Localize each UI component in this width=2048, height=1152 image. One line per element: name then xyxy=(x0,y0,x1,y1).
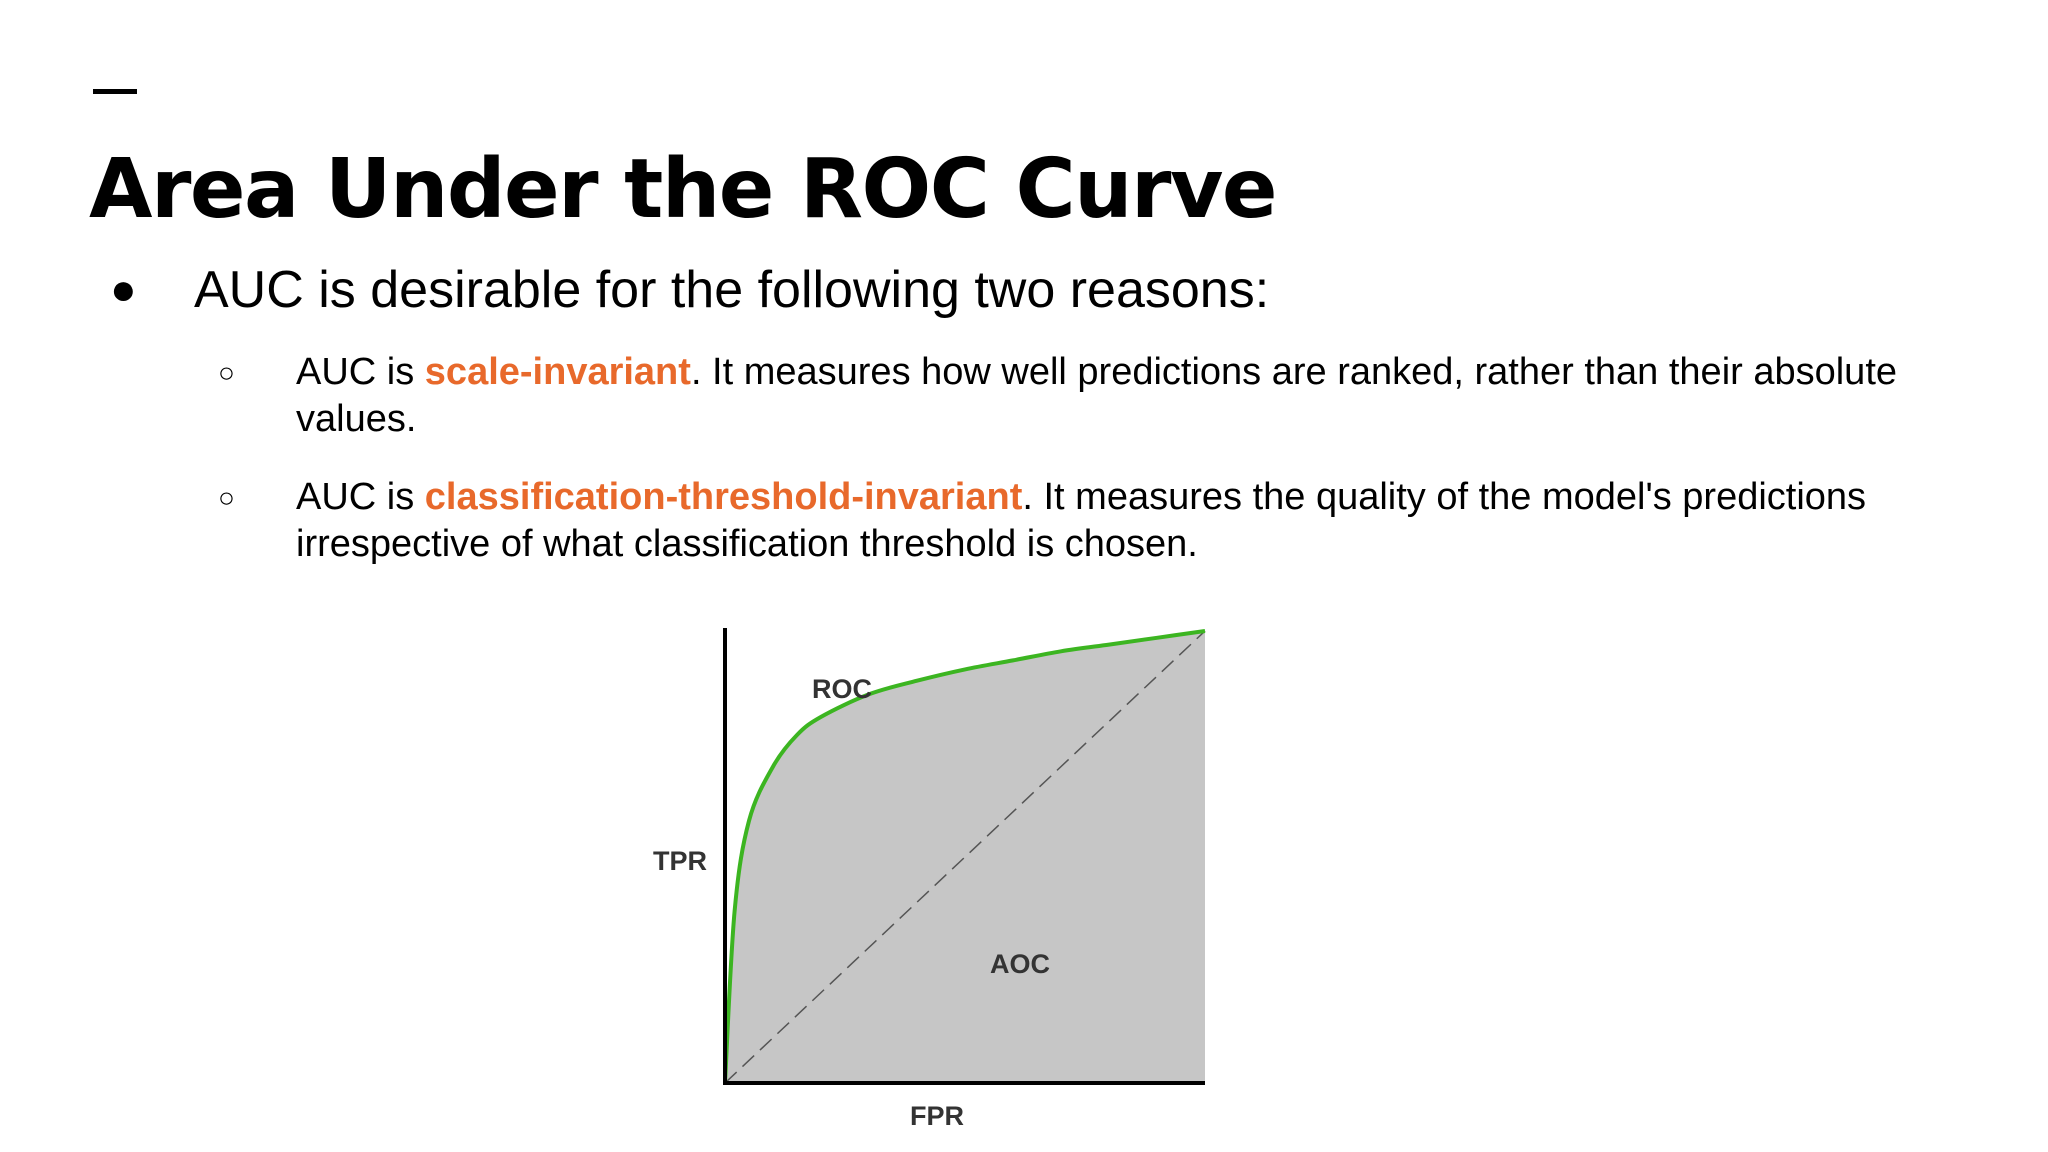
sub-bullet-suffix: . It measures the quality of the model's… xyxy=(296,476,1867,565)
bullet-circle-icon: ○ xyxy=(218,357,235,388)
bullet-circle-icon: ○ xyxy=(218,482,235,513)
bullet-dot-icon: ● xyxy=(110,265,137,314)
title-accent-bar xyxy=(93,89,137,94)
sub-bullet-prefix: AUC is xyxy=(296,351,425,393)
y-axis-label: TPR xyxy=(653,846,707,876)
random-classifier-diagonal xyxy=(724,630,1206,1084)
slide-title: Area Under the ROC Curve xyxy=(89,142,1278,237)
sub-bullet-prefix: AUC is xyxy=(296,476,425,518)
roc-chart: ROC AOC TPR FPR xyxy=(653,628,1206,1131)
sub-bullet-text: AUC is scale-invariant. It measures how … xyxy=(296,349,1956,443)
sub-bullet-text: AUC is classification-threshold-invarian… xyxy=(296,474,1956,568)
roc-curve-label: ROC xyxy=(812,674,872,704)
roc-curve-line xyxy=(723,629,1206,1084)
highlight-term: scale-invariant xyxy=(424,351,691,393)
highlight-term: classification-threshold-invariant xyxy=(424,476,1023,518)
aoc-area-label: AOC xyxy=(990,949,1050,979)
main-bullet-text: AUC is desirable for the following two r… xyxy=(194,261,1270,319)
sub-bullet-suffix: . It measures how well predictions are r… xyxy=(296,351,1898,440)
x-axis-label: FPR xyxy=(910,1101,964,1131)
